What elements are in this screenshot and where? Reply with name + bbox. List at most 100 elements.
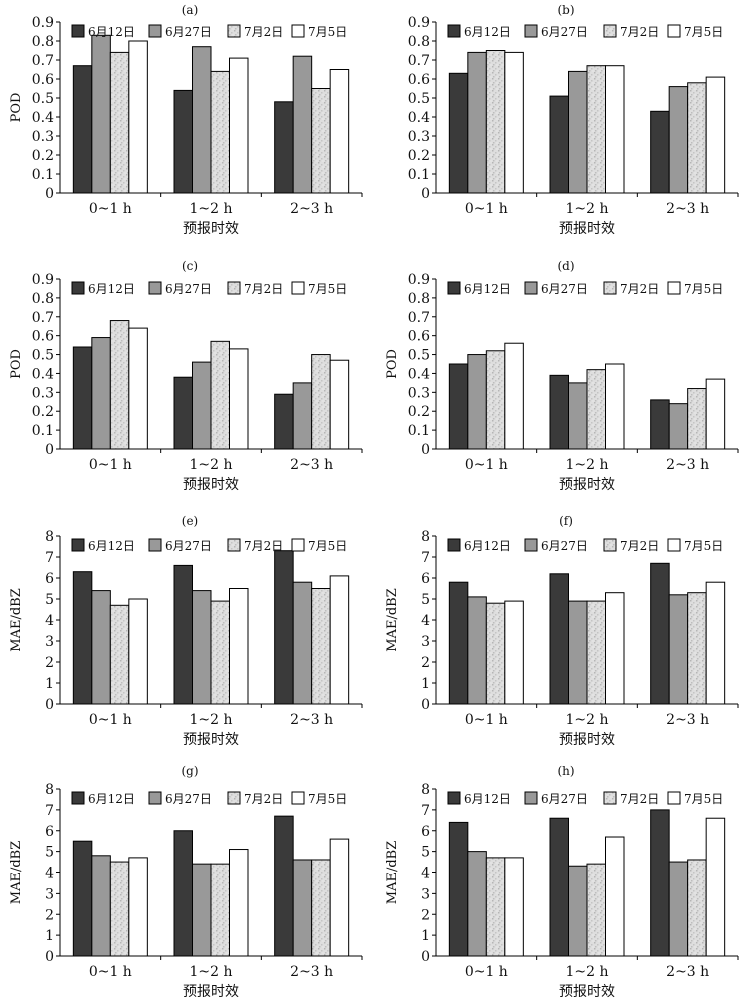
x-tick-label: 1~2 h bbox=[189, 712, 232, 728]
y-tick-label: 1 bbox=[421, 928, 430, 944]
y-axis-label: POD bbox=[9, 349, 24, 379]
bar bbox=[292, 581, 313, 705]
y-tick-label: 0.2 bbox=[32, 148, 54, 164]
bar bbox=[549, 95, 569, 194]
legend-swatch bbox=[603, 281, 617, 295]
legend-label: 6月12日 bbox=[464, 539, 511, 553]
y-tick-label: 0.9 bbox=[32, 15, 54, 31]
bar bbox=[192, 46, 212, 194]
bar bbox=[274, 101, 294, 194]
y-tick-label: 6 bbox=[421, 571, 430, 587]
legend-label: 6月12日 bbox=[88, 25, 135, 39]
legend-swatch bbox=[603, 24, 617, 38]
legend-swatch bbox=[227, 791, 241, 805]
bar bbox=[128, 857, 148, 957]
bar bbox=[586, 369, 606, 450]
bar bbox=[705, 76, 726, 194]
y-tick-label: 0.4 bbox=[32, 110, 54, 126]
legend-label: 6月27日 bbox=[541, 792, 588, 806]
bar bbox=[687, 592, 707, 705]
y-tick-label: 8 bbox=[421, 782, 430, 798]
y-tick-label: 0.9 bbox=[408, 15, 430, 31]
bar bbox=[210, 600, 230, 705]
legend-swatch bbox=[71, 281, 85, 295]
bar bbox=[329, 69, 350, 194]
x-tick-label: 2~3 h bbox=[290, 712, 333, 728]
bar bbox=[72, 65, 93, 194]
y-tick-label: 6 bbox=[45, 824, 54, 840]
bar bbox=[292, 859, 313, 957]
legend-label: 7月5日 bbox=[308, 792, 347, 806]
y-tick-label: 8 bbox=[45, 529, 54, 545]
bar bbox=[504, 600, 524, 705]
x-tick-label: 0~1 h bbox=[89, 457, 132, 473]
bar bbox=[485, 350, 506, 450]
y-tick-label: 0.5 bbox=[408, 348, 430, 364]
legend-label: 6月12日 bbox=[464, 282, 511, 296]
y-tick-label: 2 bbox=[45, 655, 54, 671]
bar bbox=[274, 550, 294, 705]
bar bbox=[605, 363, 625, 450]
legend-swatch bbox=[447, 281, 461, 295]
x-tick-label: 0~1 h bbox=[465, 712, 508, 728]
y-tick-label: 0.8 bbox=[408, 291, 430, 307]
bar bbox=[605, 836, 625, 957]
bar bbox=[311, 588, 331, 705]
legend-label: 6月12日 bbox=[88, 282, 135, 296]
y-axis-label: POD bbox=[385, 349, 400, 379]
bar bbox=[448, 821, 469, 957]
bar bbox=[72, 346, 93, 450]
bar bbox=[586, 600, 606, 705]
x-axis-label: 预报时效 bbox=[559, 221, 615, 237]
x-tick-label: 0~1 h bbox=[465, 201, 508, 217]
bar bbox=[448, 363, 469, 450]
y-tick-label: 5 bbox=[45, 592, 54, 608]
y-tick-label: 0.2 bbox=[32, 404, 54, 420]
bar bbox=[549, 374, 569, 450]
y-tick-label: 4 bbox=[421, 613, 430, 629]
legend-swatch bbox=[524, 538, 538, 552]
x-axis-label: 预报时效 bbox=[183, 984, 239, 1000]
bar bbox=[109, 51, 130, 194]
y-tick-label: 7 bbox=[45, 550, 54, 566]
y-tick-label: 2 bbox=[421, 655, 430, 671]
y-tick-label: 0.3 bbox=[408, 129, 430, 145]
x-tick-label: 1~2 h bbox=[565, 964, 608, 980]
legend-label: 6月27日 bbox=[165, 539, 212, 553]
legend-swatch bbox=[667, 538, 681, 552]
bar bbox=[173, 564, 193, 705]
bar bbox=[650, 110, 670, 194]
bar bbox=[274, 815, 294, 957]
legend-swatch bbox=[227, 538, 241, 552]
chart-panel-4: (d) 0 0.1 0.2 0.3 0.4 0.5 0.6 0.7 0.8 0.9 POD 0~1 h 1… bbox=[385, 259, 739, 493]
chart-panel-3: (c) 0 0.1 0.2 0.3 0.4 0.5 0.6 0.7 0.8 0.9 POD 0~1 h 1… bbox=[9, 259, 363, 493]
bar bbox=[705, 378, 726, 450]
y-axis-label: MAE/dBZ bbox=[385, 841, 400, 904]
y-tick-label: 0.1 bbox=[408, 167, 430, 183]
y-tick-label: 5 bbox=[421, 845, 430, 861]
bar bbox=[229, 588, 249, 705]
x-tick-label: 2~3 h bbox=[666, 712, 709, 728]
panel-title: (e) bbox=[182, 514, 198, 528]
y-tick-label: 2 bbox=[421, 907, 430, 923]
chart-panel-1: (a) 0 0.1 0.2 0.3 0.4 0.5 0.6 0.7 0.8 0.9 POD 0~1 h 1… bbox=[9, 3, 363, 237]
bar bbox=[568, 382, 588, 450]
bar bbox=[210, 70, 230, 194]
y-axis-label: MAE/dBZ bbox=[385, 588, 400, 651]
legend-swatch bbox=[71, 791, 85, 805]
bar bbox=[329, 575, 350, 705]
bar bbox=[192, 590, 212, 705]
y-tick-label: 6 bbox=[421, 824, 430, 840]
bar bbox=[274, 393, 294, 450]
x-axis-label: 预报时效 bbox=[559, 732, 615, 748]
chart-panel-2: (b) 0 0.1 0.2 0.3 0.4 0.5 0.6 0.7 0.8 0.9 0~1 h 1~2 … bbox=[408, 3, 739, 237]
legend-label: 6月27日 bbox=[165, 282, 212, 296]
bar bbox=[173, 89, 193, 194]
bar bbox=[504, 51, 524, 194]
bar bbox=[467, 596, 487, 705]
legend-label: 6月27日 bbox=[541, 282, 588, 296]
y-tick-label: 0 bbox=[421, 949, 430, 965]
bar bbox=[173, 830, 193, 957]
x-tick-label: 1~2 h bbox=[189, 457, 232, 473]
